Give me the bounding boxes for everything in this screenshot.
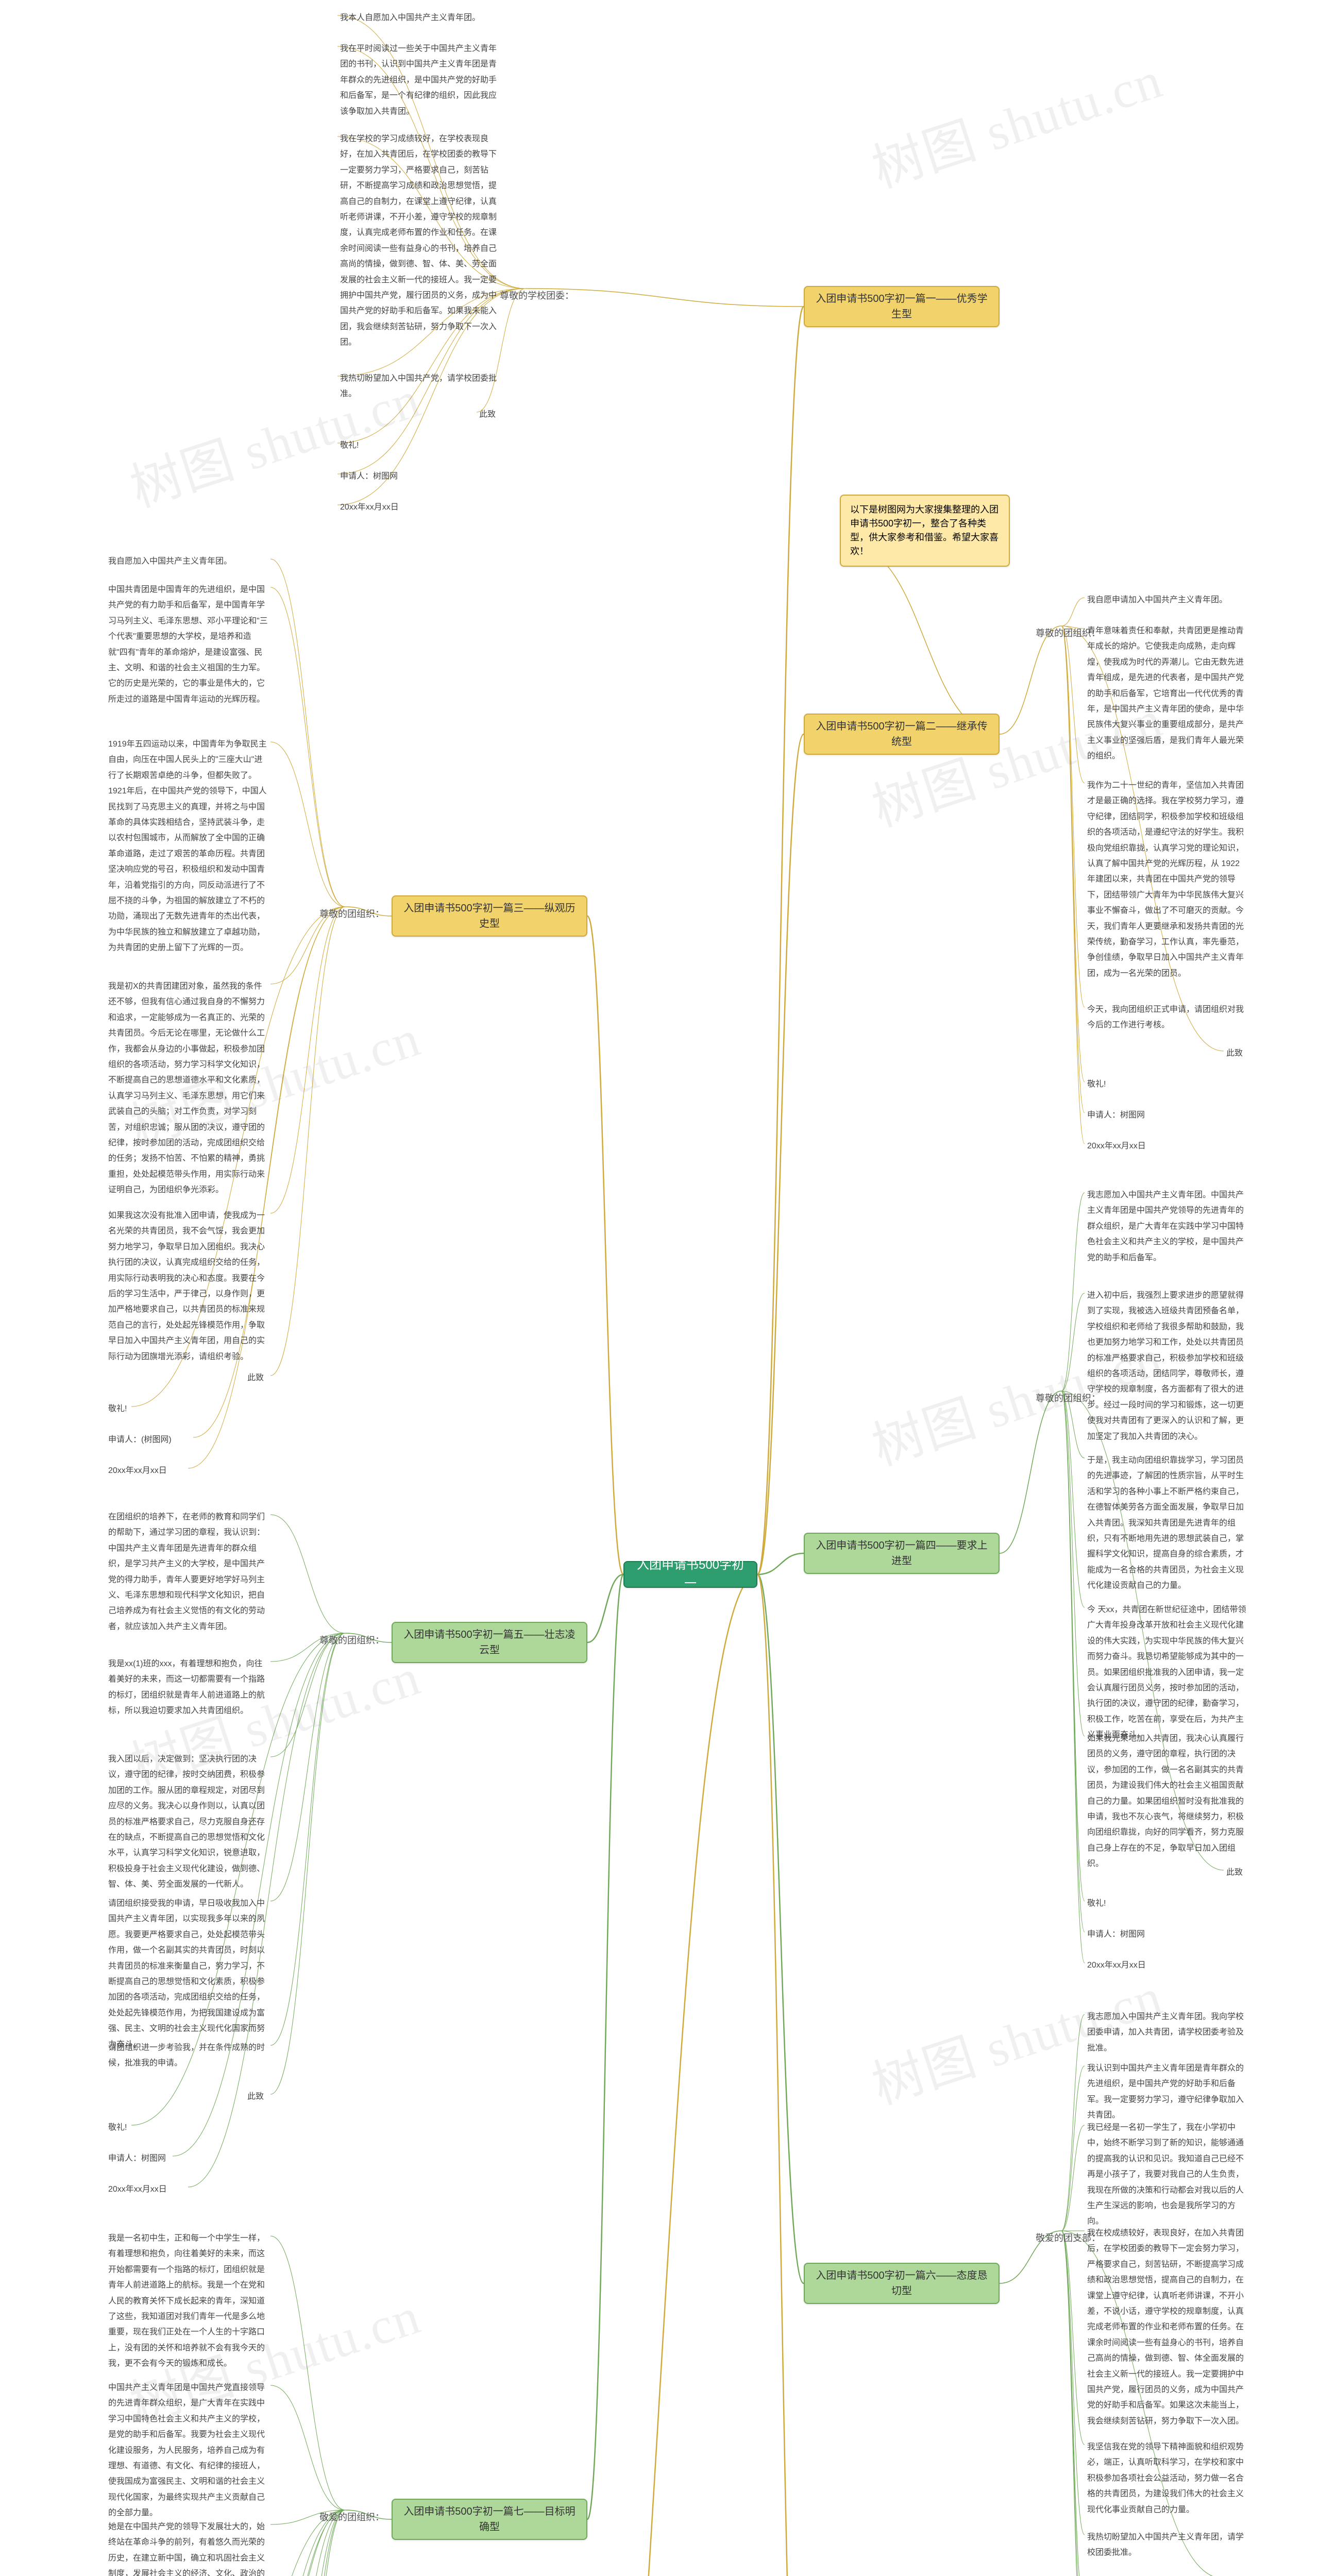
- paragraph: 我作为二十一世纪的青年，坚信加入共青团才是最正确的选择。我在学校努力学习，遵守纪…: [1087, 778, 1247, 981]
- paragraph: 我自愿加入中国共产主义青年团。: [108, 554, 268, 569]
- paragraph: 进入初中后，我强烈上要求进步的愿望就得到了实现，我被选入班级共青团预备名单，学校…: [1087, 1288, 1247, 1445]
- paragraph: 敬礼!: [1087, 1077, 1108, 1092]
- paragraph: 我是一名初中生，正和每一个中学生一样，有着理想和抱负，向往着美好的未来，而这开始…: [108, 2231, 268, 2372]
- paragraph: 我志愿加入中国共产主义青年团。我向学校团委申请，加入共青团，请学校团委考验及批准…: [1087, 2009, 1247, 2056]
- watermark: 树图 shutu.cn: [861, 38, 1170, 201]
- paragraph: 今 天xx，共青团在新世纪征途中，团结带领广大青年投身改革开放和社会主义现代化建…: [1087, 1602, 1247, 1743]
- paragraph: 她是在中国共产党的领导下发展壮大的，始终站在革命斗争的前列，有着悠久而光荣的历史…: [108, 2519, 268, 2576]
- paragraph: 我本人自愿加入中国共产主义青年团。: [340, 10, 500, 26]
- paragraph: 此致: [247, 2089, 268, 2105]
- paragraph: 20xx年xx月xx日: [108, 1463, 185, 1479]
- branch-node[interactable]: 入团申请书500字初一篇三——纵观历史型: [392, 895, 587, 937]
- paragraph: 敬礼!: [108, 2120, 129, 2136]
- paragraph: 我是xx(1)班的xxx，有着理想和抱负，向往着美好的未来，而这一切都需要有一个…: [108, 1656, 268, 1719]
- paragraph: 中国共青团是中国青年的先进组织，是中国共产党的有力助手和后备军，是中国青年学习马…: [108, 582, 268, 707]
- paragraph: 申请人：树图网: [340, 469, 402, 484]
- paragraph: 20xx年xx月xx日: [1087, 1958, 1164, 1973]
- greeting-label: 尊敬的团组织：: [319, 1633, 384, 1647]
- intro-note: 以下是树图网为大家搜集整理的入团申请书500字初一，整合了各种类型，供大家参考和…: [840, 495, 1010, 567]
- branch-node[interactable]: 入团申请书500字初一篇七——目标明确型: [392, 2499, 587, 2540]
- paragraph: 我已经是一名初一学生了，我在小学初中中，始终不断学习到了新的知识，能够通通的提高…: [1087, 2120, 1247, 2230]
- branch-node[interactable]: 入团申请书500字初一篇六——态度恳切型: [804, 2263, 1000, 2304]
- paragraph: 请团组织接受我的申请，早日吸收我加入中国共产主义青年团，以实现我多年以来的夙愿。…: [108, 1896, 268, 2053]
- paragraph: 如果我光荣地加入共青团，我决心认真履行团员的义务，遵守团的章程，执行团的决议，参…: [1087, 1731, 1247, 1872]
- paragraph: 我热切盼望加入中国共产主义青年团，请学校团委批准。: [1087, 2530, 1247, 2561]
- paragraph: 此致: [1226, 1865, 1247, 1880]
- greeting-label: 尊敬的团组织：: [319, 907, 384, 920]
- root-node[interactable]: 入团申请书500字初一: [623, 1561, 757, 1588]
- paragraph: 我热切盼望加入中国共产党，请学校团委批准。: [340, 371, 500, 402]
- paragraph: 今天，我向团组织正式申请，请团组织对我今后的工作进行考核。: [1087, 1002, 1247, 1033]
- paragraph: 申请人：树图网: [1087, 1108, 1149, 1123]
- paragraph: 我自愿申请加入中国共产主义青年团。: [1087, 592, 1247, 608]
- paragraph: 我在平时阅读过一些关于中国共产主义青年团的书刊，认识到中国共产主义青年团是青年群…: [340, 41, 500, 120]
- paragraph: 我是初X的共青团建团对象，虽然我的条件还不够，但我有信心通过我自身的不懈努力和追…: [108, 979, 268, 1198]
- paragraph: 此致: [1226, 2573, 1247, 2576]
- paragraph: 申请人：树图网: [108, 2151, 170, 2166]
- paragraph: 于是，我主动向团组织靠拢学习，学习团员的先进事迹，了解团的性质宗旨，从平时生活和…: [1087, 1453, 1247, 1594]
- paragraph: 敬礼!: [340, 438, 361, 453]
- greeting-label: 敬爱的团组织：: [319, 2510, 384, 2523]
- paragraph: 我在学校的学习成绩较好，在学校表现良好，在加入共青团后，在学校团委的教导下一定要…: [340, 131, 500, 350]
- paragraph: 中国共产主义青年团是中国共产党直接领导的先进青年群众组织，是广大青年在实践中学习…: [108, 2380, 268, 2521]
- branch-node[interactable]: 入团申请书500字初一篇一——优秀学生型: [804, 286, 1000, 327]
- paragraph: 申请人：树图网: [1087, 1927, 1149, 1942]
- paragraph: 敬礼!: [108, 1401, 129, 1417]
- paragraph: 敬礼!: [1087, 1896, 1108, 1911]
- paragraph: 青年意味着责任和奉献，共青团更是推动青年成长的熔炉。它使我走向成熟，走向辉煌，使…: [1087, 623, 1247, 765]
- paragraph: 如果我这次没有批准入团申请，使我成为一名光荣的共青团员，我不会气馁，我会更加努力…: [108, 1208, 268, 1365]
- paragraph: 此致: [247, 1370, 268, 1386]
- paragraph: 在团组织的培养下，在老师的教育和同学们的帮助下，通过学习团的章程，我认识到：中国…: [108, 1510, 268, 1635]
- paragraph: 20xx年xx月xx日: [1087, 1139, 1164, 1154]
- paragraph: 我在校成绩较好，表现良好，在加入共青团后，在学校团委的教导下一定会努力学习，严格…: [1087, 2226, 1247, 2429]
- paragraph: 1919年五四运动以来，中国青年为争取民主自由，向压在中国人民头上的"三座大山"…: [108, 737, 268, 956]
- paragraph: 此致: [1226, 1046, 1247, 1061]
- greeting-label: 尊敬的学校团委：: [500, 289, 574, 302]
- paragraph: 此致: [479, 407, 500, 422]
- paragraph: 我入团以后，决定做到：坚决执行团的决议，遵守团的纪律，按时交纳团费，积极参加团的…: [108, 1752, 268, 1893]
- paragraph: 我认识到中国共产主义青年团是青年群众的先进组织，是中国共产党的好助手和后备军。我…: [1087, 2061, 1247, 2124]
- paragraph: 请团组织进一步考验我，并在条件成熟的时候，批准我的申请。: [108, 2040, 268, 2072]
- paragraph: 20xx年xx月xx日: [108, 2182, 185, 2197]
- paragraph: 我坚信我在党的领导下精神面貌和组织观势必，端正，认真听取科学习，在学校和家中积极…: [1087, 2439, 1247, 2518]
- branch-node[interactable]: 入团申请书500字初一篇五——壮志凌云型: [392, 1622, 587, 1663]
- paragraph: 20xx年xx月xx日: [340, 500, 417, 515]
- paragraph: 申请人：(树图网): [108, 1432, 191, 1448]
- branch-node[interactable]: 入团申请书500字初一篇四——要求上进型: [804, 1533, 1000, 1574]
- branch-node[interactable]: 入团申请书500字初一篇二——继承传统型: [804, 714, 1000, 755]
- paragraph: 我志愿加入中国共产主义青年团。中国共产主义青年团是中国共产党领导的先进青年的群众…: [1087, 1188, 1247, 1266]
